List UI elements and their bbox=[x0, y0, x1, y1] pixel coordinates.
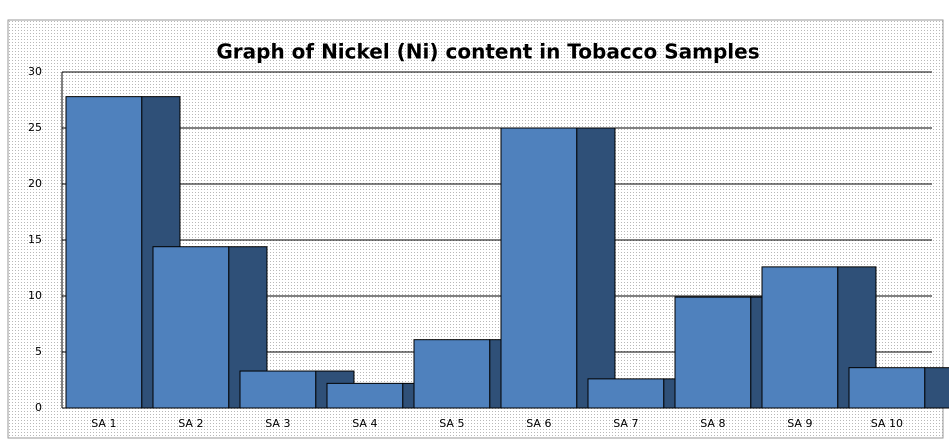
bar bbox=[326, 382, 404, 409]
x-tick-label: SA 4 bbox=[352, 417, 377, 430]
y-tick-label: 5 bbox=[35, 345, 42, 358]
bar-side bbox=[576, 127, 616, 409]
x-tick-label: SA 5 bbox=[439, 417, 464, 430]
x-tick-label: SA 3 bbox=[265, 417, 290, 430]
bar-side bbox=[924, 367, 949, 409]
y-tick-label: 10 bbox=[28, 289, 42, 302]
x-tick-label: SA 10 bbox=[871, 417, 903, 430]
y-tick-label: 30 bbox=[28, 65, 42, 78]
x-tick-label: SA 9 bbox=[787, 417, 812, 430]
y-tick-label: 15 bbox=[28, 233, 42, 246]
bar bbox=[239, 370, 317, 409]
y-tick-label: 0 bbox=[35, 401, 42, 414]
x-tick-label: SA 2 bbox=[178, 417, 203, 430]
bar bbox=[848, 367, 926, 409]
x-tick-label: SA 6 bbox=[526, 417, 551, 430]
bar bbox=[587, 378, 665, 409]
bar bbox=[65, 96, 143, 409]
bar bbox=[761, 266, 839, 409]
bar bbox=[152, 246, 230, 409]
bar bbox=[674, 296, 752, 409]
x-tick-label: SA 7 bbox=[613, 417, 638, 430]
chart-title: Graph of Nickel (Ni) content in Tobacco … bbox=[216, 40, 759, 64]
y-tick-label: 20 bbox=[28, 177, 42, 190]
bar bbox=[413, 339, 491, 409]
y-tick-label: 25 bbox=[28, 121, 42, 134]
x-tick-label: SA 8 bbox=[700, 417, 725, 430]
bar bbox=[500, 127, 578, 409]
x-tick-label: SA 1 bbox=[91, 417, 116, 430]
